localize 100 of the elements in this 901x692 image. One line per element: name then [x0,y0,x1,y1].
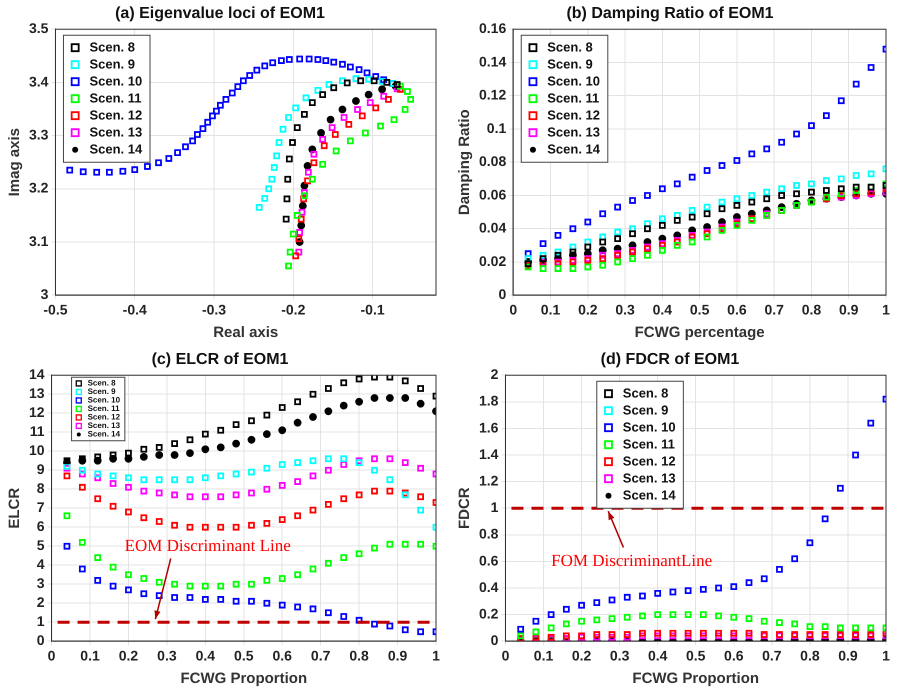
y-axis-title: Damping Ratio [456,109,474,216]
y-tick-label: 10 [28,442,45,458]
y-axis-title: ELCR [6,488,24,529]
y-tick-label: 0.6 [478,552,499,568]
legend-label: Scen. 9 [547,56,593,72]
x-tick-label: 0.7 [762,647,782,664]
legend-label: Scen. 11 [622,436,675,452]
y-tick-label: 1 [490,499,499,516]
y-tick-label: 14 [28,366,45,382]
legend-label: Scen. 10 [547,73,600,88]
y-tick-label: 7 [36,499,45,516]
y-tick-label: 3 [36,575,45,592]
x-axis-title: Real axis [213,324,278,342]
x-tick-label: 0.4 [648,647,668,664]
y-tick-label: 4 [36,556,45,572]
x-tick-label: 0.2 [118,647,138,664]
x-tick-label: -0.4 [122,301,148,318]
x-axis-title: FCWG percentage [634,324,765,342]
y-tick-label: 0.4 [478,578,499,595]
legend-label: Scen. 12 [89,107,142,122]
x-tick-label: 0.7 [310,647,331,664]
ref-line-label: EOM Discriminant Line [124,536,291,555]
y-tick-label: 0.1 [486,120,506,136]
y-tick-label: 2 [36,594,45,610]
y-tick-label: 0.06 [479,186,506,202]
legend-label: Scen. 10 [622,419,676,434]
y-tick-label: 0 [490,632,499,648]
x-tick-label: 0.2 [572,647,592,664]
ref-line-label: FOM DiscriminantLine [551,550,712,570]
chart-title: (b) Damping Ratio of EOM1 [566,5,774,22]
y-tick-label: 0 [498,286,506,302]
x-tick-label: 0.3 [157,647,177,664]
legend-label: Scen. 14 [89,141,143,156]
y-tick-label: 6 [36,518,45,534]
y-tick-label: 3.4 [28,73,49,90]
x-tick-label: 0.5 [686,647,706,664]
x-tick-label: 0.2 [578,301,598,318]
y-tick-label: 9 [36,461,45,478]
y-axis-title: FDCR [456,487,474,530]
y-tick-label: 0.12 [479,86,506,103]
x-tick-label: -0.2 [281,301,306,318]
x-tick-label: 0.5 [690,301,710,318]
legend-label: Scen. 8 [622,385,668,400]
y-tick-label: 1.6 [478,419,499,436]
y-tick-label: 13 [28,385,45,402]
y-tick-label: 0.16 [479,20,506,36]
y-tick-label: 0.02 [479,252,506,269]
x-tick-label: 0.1 [540,301,560,318]
legend-label: Scen. 9 [88,387,116,396]
x-tick-label: -0.1 [360,301,385,318]
y-tick-label: 3.5 [28,20,49,36]
legend-label: Scen. 13 [622,470,676,486]
x-tick-label: -0.5 [43,301,68,318]
legend-label: Scen. 14 [547,141,601,156]
legend-label: Scen. 9 [622,402,668,418]
x-axis-title: FCWG Proportion [632,670,760,688]
legend-label: Scen. 13 [547,124,600,140]
chart-title: (a) Eigenvalue loci of EOM1 [115,5,326,22]
legend-label: Scen. 8 [88,378,116,388]
legend-label: Scen. 13 [89,124,142,140]
legend-label: Scen. 14 [622,487,676,502]
y-tick-label: 11 [30,423,45,440]
x-tick-label: 0.1 [80,647,100,664]
y-tick-label: 3.3 [28,126,49,142]
y-tick-label: 0.04 [479,220,506,236]
y-tick-label: 5 [36,537,45,554]
legend-label: Scen. 12 [622,453,676,468]
x-tick-label: 0.4 [196,647,216,664]
x-tick-label: 0.7 [764,301,784,318]
x-tick-label: 0 [509,301,518,318]
x-tick-label: 1 [882,647,890,664]
legend-label: Scen. 10 [89,73,142,88]
y-tick-label: 0.2 [478,605,499,622]
y-tick-label: 1 [36,613,45,630]
x-tick-label: 0.5 [234,647,254,664]
x-tick-label: 0.9 [388,647,408,664]
y-tick-label: 1.8 [478,392,499,409]
y-tick-label: 1.4 [478,446,499,462]
legend-label: Scen. 10 [88,396,121,405]
x-tick-label: 0.9 [838,647,858,664]
y-tick-label: 0.08 [479,153,506,170]
y-tick-label: 12 [28,404,45,420]
y-tick-label: 3.2 [28,180,49,196]
y-tick-label: 3.1 [28,232,49,249]
x-tick-label: 0.6 [724,647,744,664]
y-tick-label: 0 [36,632,45,648]
x-tick-label: 0.6 [727,301,747,318]
x-axis-title: FCWG Proportion [180,670,308,688]
y-tick-label: 0.8 [478,526,499,542]
x-tick-label: 0.4 [652,301,672,318]
x-tick-label: -0.3 [202,301,226,318]
x-tick-label: 0.3 [610,647,630,664]
x-tick-label: 0.8 [800,647,820,664]
y-tick-label: 3 [40,286,49,302]
legend-label: Scen. 12 [547,107,600,122]
y-tick-label: 8 [36,480,45,496]
legend-label: Scen. 11 [547,90,600,106]
y-axis-title: Imag axis [6,128,24,196]
legend-label: Scen. 12 [88,412,121,422]
x-tick-label: 1 [882,301,890,318]
